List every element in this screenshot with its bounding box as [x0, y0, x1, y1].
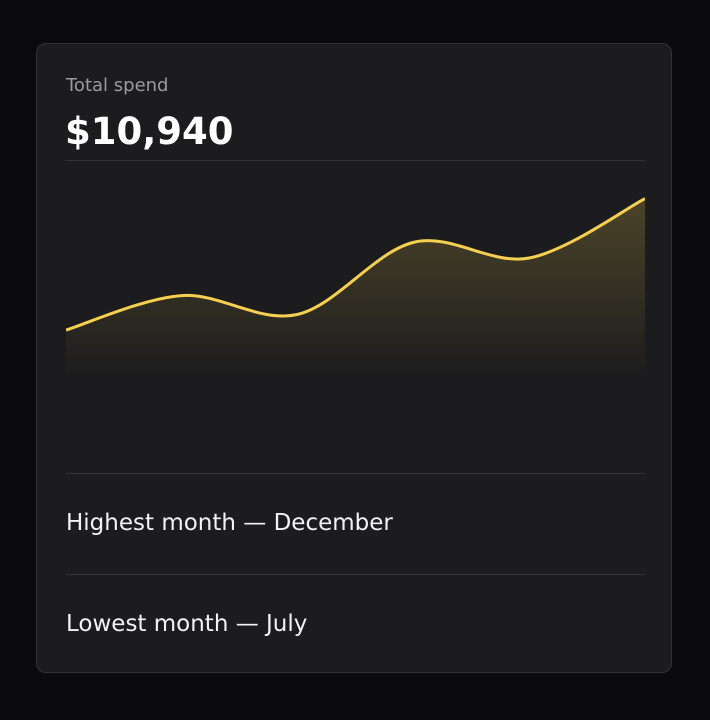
area-fill — [66, 198, 645, 474]
spend-line — [66, 197, 645, 332]
divider — [66, 473, 645, 474]
total-label: Total spend — [66, 75, 169, 96]
spend-chart — [66, 197, 645, 474]
total-value: $10,940 — [65, 110, 234, 153]
divider — [66, 574, 645, 575]
highest-month: Highest month — December — [66, 510, 393, 536]
divider — [66, 160, 645, 161]
spend-card: Total spend $10,940 Highest month — Dece… — [36, 43, 672, 673]
lowest-month: Lowest month — July — [66, 611, 308, 637]
